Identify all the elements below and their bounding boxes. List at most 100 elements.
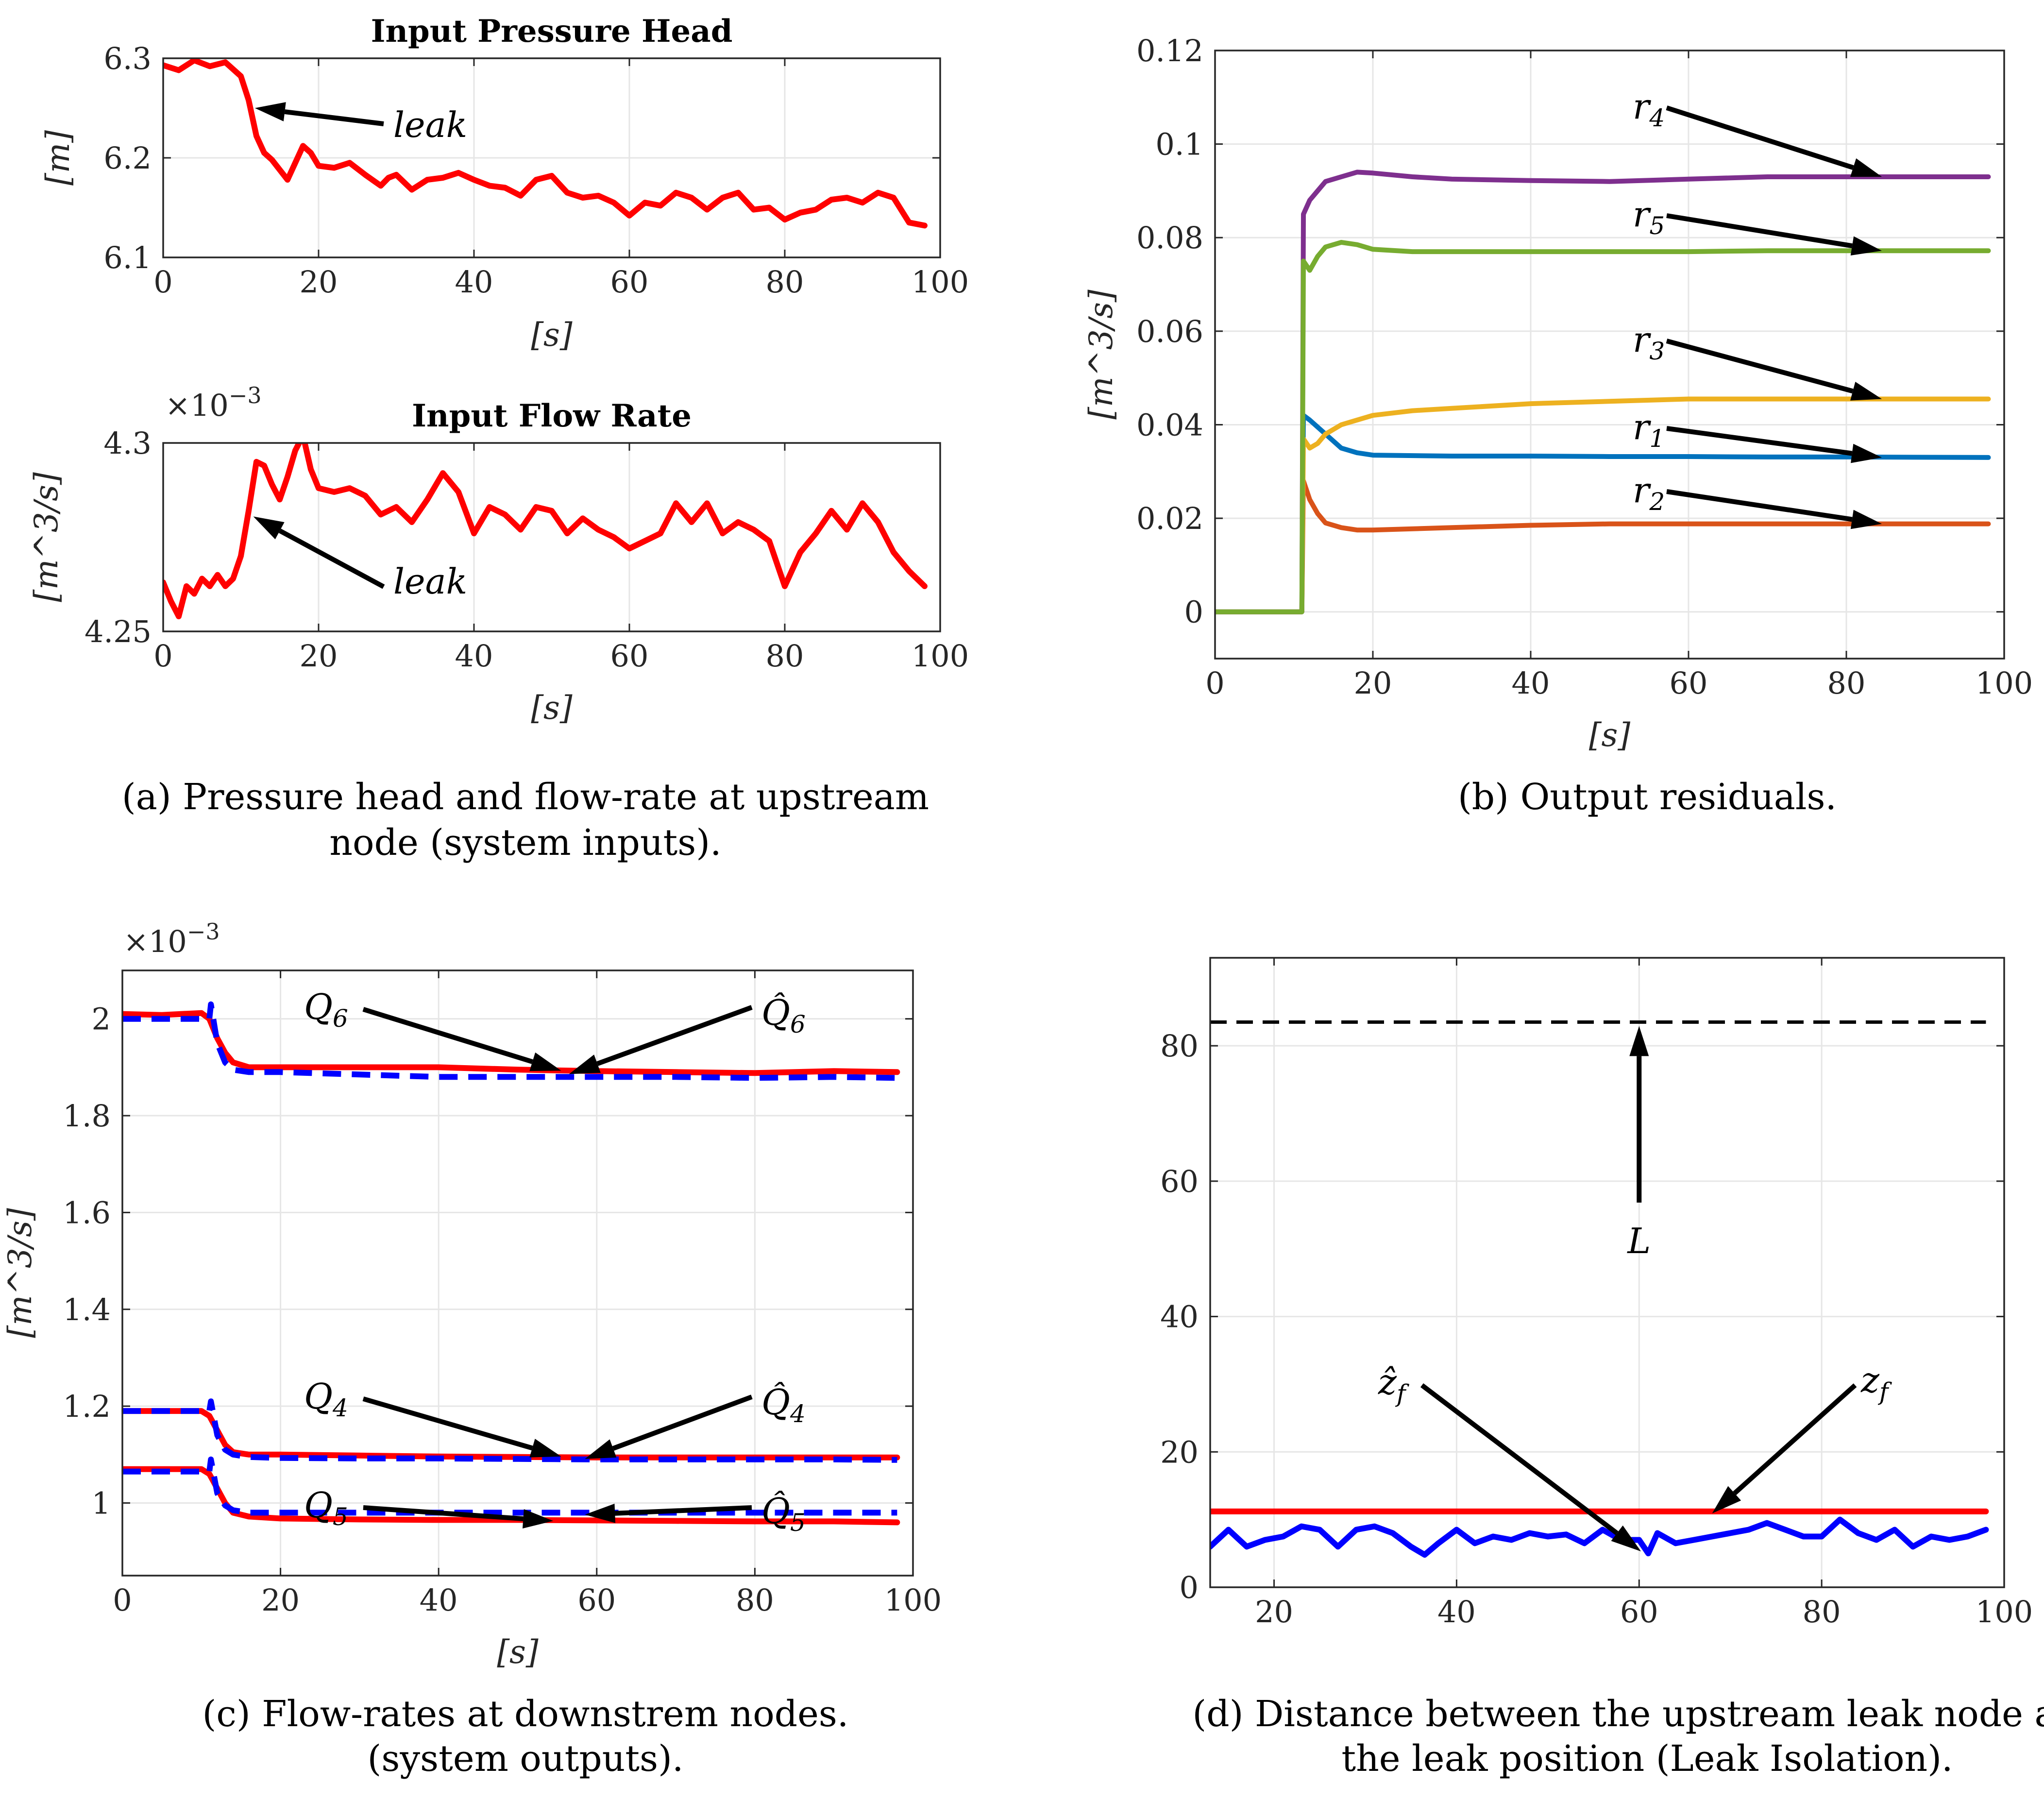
x-axis-label: [s] xyxy=(497,1633,539,1671)
annotation-arrow-head xyxy=(1850,236,1882,255)
annotation-arrow-head xyxy=(1851,443,1882,463)
x-tick-label: 100 xyxy=(912,638,969,674)
x-tick-label: 60 xyxy=(610,264,649,300)
x-tick-label: 100 xyxy=(1976,665,2033,701)
y-tick-label: 0.02 xyxy=(1136,501,1203,536)
annotation-main: leak xyxy=(393,561,467,602)
series-line-z_f-hat xyxy=(1210,1516,1989,1558)
exponent-base: ×10 xyxy=(123,924,187,959)
annotation-main: r xyxy=(1633,319,1651,360)
annotation-arrow-line xyxy=(278,528,385,589)
annotation-subscript: 4 xyxy=(790,1400,806,1428)
y-tick-label: 40 xyxy=(1160,1299,1199,1335)
y-tick-label: 0.12 xyxy=(1136,33,1203,68)
axis-exponent: ×10−3 xyxy=(165,382,262,423)
annotation-arrow-head xyxy=(529,1052,561,1071)
annotation-arrow-line xyxy=(612,1394,753,1451)
x-tick-label: 40 xyxy=(1437,1594,1476,1630)
plot-frame xyxy=(1214,50,2005,660)
y-tick-label: 20 xyxy=(1160,1434,1199,1470)
x-axis-label: [s] xyxy=(1589,716,1631,754)
y-tick-label: 0 xyxy=(1180,1570,1199,1605)
caption-c-line1: (c) Flow-rates at downstrem nodes. xyxy=(203,1693,849,1735)
panel-c: 0 20 40 60 80 100 1 1.2 1.4 1.6 1.8 2 [m^3/s] [s] ×10−… xyxy=(1,918,942,1671)
axis-exponent: ×10−3 xyxy=(123,918,220,959)
annotation-label: leak xyxy=(393,104,467,145)
y-tick-label: 0.1 xyxy=(1155,127,1203,162)
x-tick-label: 20 xyxy=(1255,1594,1293,1630)
annotation-main: Q̂ xyxy=(761,992,790,1033)
annotation-arrow-head xyxy=(523,1509,554,1528)
annotation-arrow-head xyxy=(529,1439,561,1458)
x-tick-label: 100 xyxy=(884,1582,942,1618)
x-tick-label: 0 xyxy=(1205,665,1224,701)
x-tick-label: 100 xyxy=(1976,1594,2033,1630)
annotation-arrow-line xyxy=(1666,339,1854,394)
series-line-q5-hat xyxy=(122,1456,897,1516)
series-line-r4 xyxy=(1215,170,1991,614)
annotation-label: leak xyxy=(393,561,467,602)
annotation-subscript: 3 xyxy=(1649,337,1665,365)
annotation-arrow-line xyxy=(1666,213,1853,249)
y-tick-label: 1.4 xyxy=(63,1292,111,1327)
x-tick-label: 40 xyxy=(1512,665,1550,701)
y-tick-label: 0.08 xyxy=(1136,220,1203,255)
series-line-input-pressure-head xyxy=(163,58,928,229)
exponent-power: −3 xyxy=(187,918,220,945)
panel-b: 0 20 40 60 80 100 0 0.02 0.04 0.06 0.08 0.1 0.12 [m^3… xyxy=(1082,33,2033,754)
annotation-label: Q̂4 xyxy=(761,1381,806,1428)
annotation-label: Q6 xyxy=(304,986,348,1033)
annotation-label: Q5 xyxy=(304,1485,348,1531)
annotation-arrow-line xyxy=(363,1505,524,1522)
y-tick-label: 0 xyxy=(1184,594,1203,630)
annotation-main: r xyxy=(1633,470,1651,510)
annotation-subscript: 4 xyxy=(1649,104,1665,132)
y-tick-label: 1.6 xyxy=(63,1195,111,1230)
series-line-r5 xyxy=(1215,239,1991,614)
caption-d-line2: the leak position (Leak Isolation). xyxy=(1341,1738,1953,1780)
annotation-arrow-line xyxy=(615,1505,752,1516)
annotation-arrow-head xyxy=(1850,158,1882,177)
series-line-r3 xyxy=(1215,396,1991,614)
x-tick-label: 80 xyxy=(766,638,804,674)
series-line-r1 xyxy=(1215,413,1991,614)
annotation-main: Q̂ xyxy=(761,1490,790,1531)
annotation-label: Q4 xyxy=(304,1376,348,1422)
panel-a2: 0 20 40 60 80 100 4.25 4.3 Input Flow Rate [m^3/s… xyxy=(28,382,969,727)
annotation-subscript: 1 xyxy=(1649,425,1665,453)
x-tick-label: 20 xyxy=(1354,665,1392,701)
y-tick-label: 4.3 xyxy=(103,425,152,461)
annotation-arrow-line xyxy=(362,1396,533,1451)
series-line-q4-hat xyxy=(122,1398,897,1463)
annotation-arrow-line xyxy=(596,1005,753,1066)
annotation-arrow-line xyxy=(1666,489,1853,522)
exponent-base: ×10 xyxy=(165,388,229,423)
annotation-arrow-line xyxy=(1666,105,1854,170)
series-line-input-flow-rate xyxy=(163,443,928,619)
annotation-main: Q̂ xyxy=(761,1381,790,1423)
x-tick-label: 20 xyxy=(300,264,338,300)
annotation-arrow-line xyxy=(284,109,384,126)
annotation-arrow-head xyxy=(585,1439,617,1459)
annotation-label: r5 xyxy=(1633,194,1665,240)
x-tick-label: 80 xyxy=(736,1582,774,1618)
annotation-label: r2 xyxy=(1633,470,1665,516)
annotation-subscript: 5 xyxy=(1649,212,1665,240)
caption-b: (b) Output residuals. xyxy=(1458,776,1837,818)
x-tick-label: 40 xyxy=(455,638,493,674)
y-tick-label: 60 xyxy=(1160,1164,1199,1199)
annotation-main: Q xyxy=(304,1485,333,1526)
exponent-power: −3 xyxy=(229,382,262,408)
x-tick-label: 100 xyxy=(912,264,969,300)
annotation-label: L xyxy=(1626,1221,1651,1261)
annotation-arrow-head xyxy=(569,1054,601,1074)
annotation-subscript: 6 xyxy=(790,1010,806,1038)
panel-a1: 0 20 40 60 80 100 6.1 6.2 6.3 Input Pressure Head… xyxy=(39,13,969,354)
x-tick-label: 80 xyxy=(1827,665,1866,701)
annotation-arrow-head xyxy=(1629,1026,1649,1056)
annotation-main: L xyxy=(1626,1221,1651,1261)
y-tick-label: 1.8 xyxy=(63,1098,111,1134)
y-tick-label: 1 xyxy=(92,1485,111,1521)
annotation-subscript: 5 xyxy=(333,1503,348,1531)
annotation-subscript: 4 xyxy=(332,1394,348,1422)
